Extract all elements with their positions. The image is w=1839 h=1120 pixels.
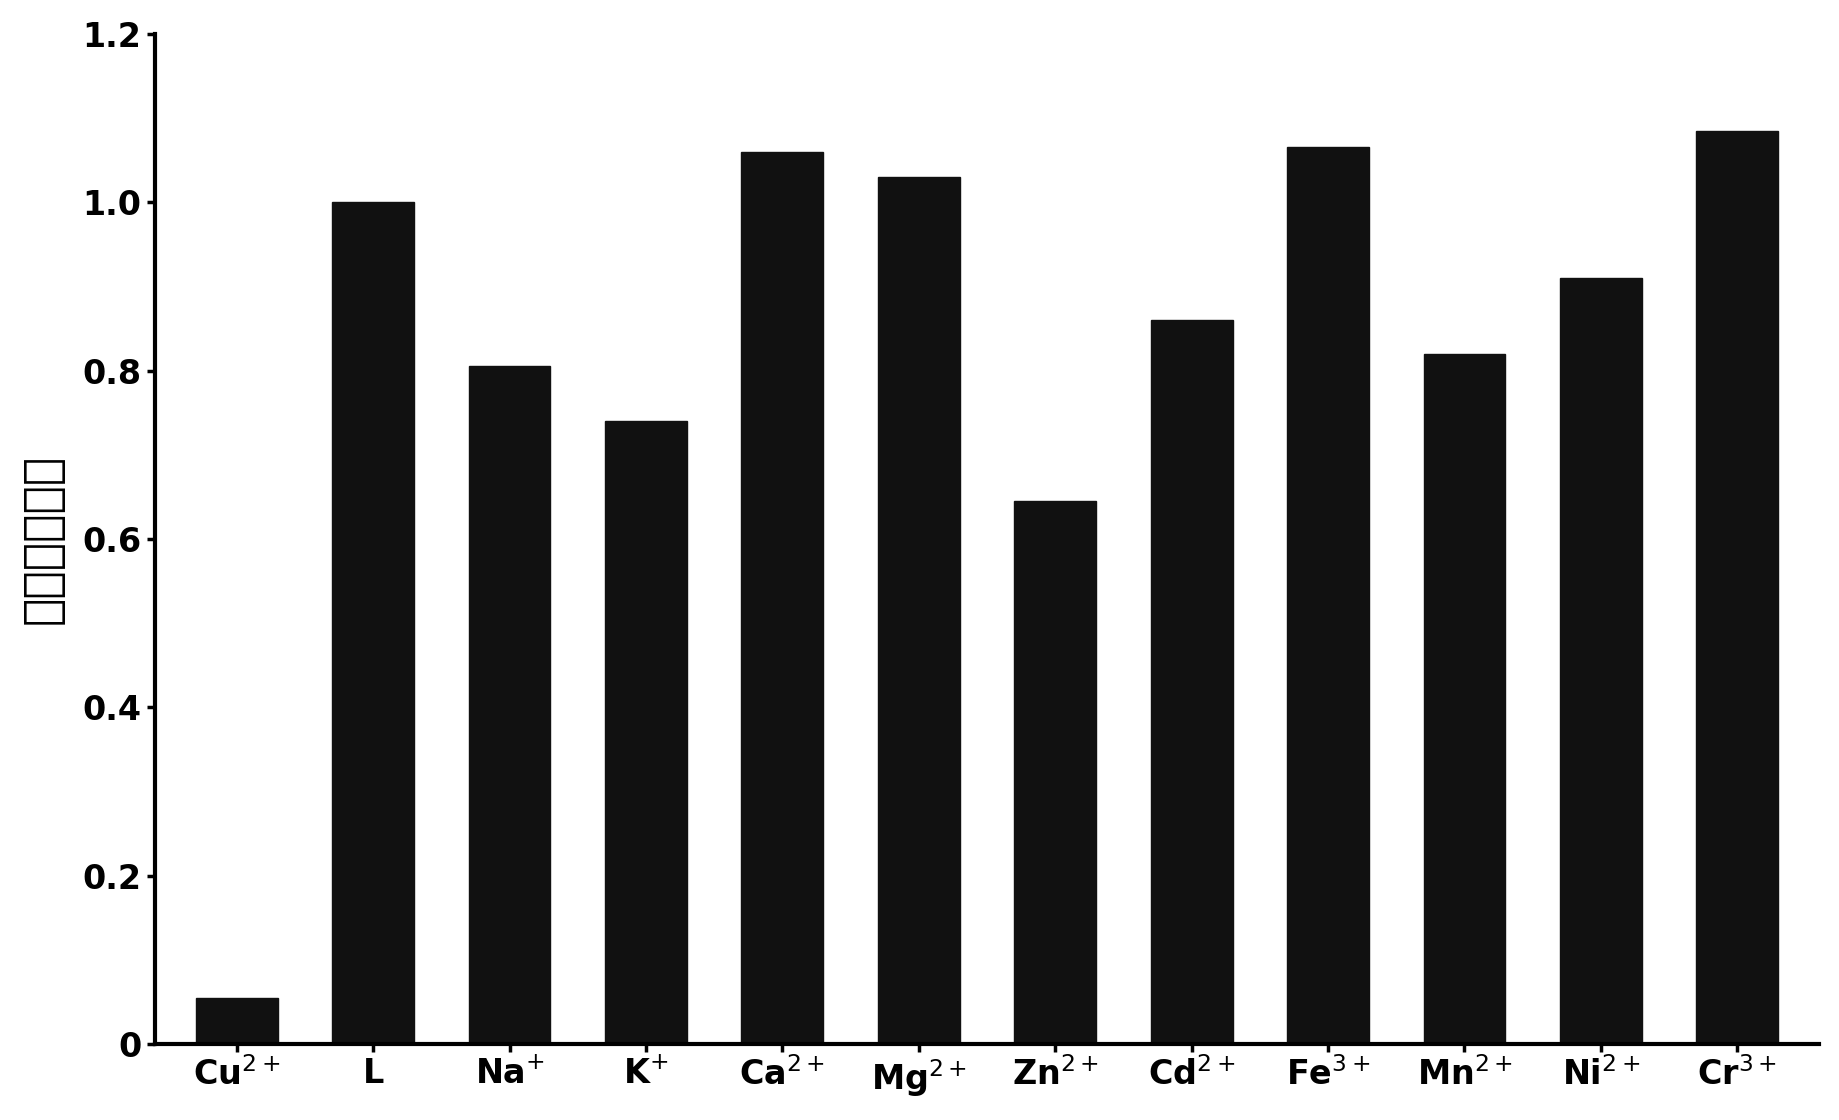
Bar xyxy=(469,366,550,1044)
Bar xyxy=(1287,148,1368,1044)
Y-axis label: 相对药光强度: 相对药光强度 xyxy=(20,454,66,624)
Bar xyxy=(877,177,960,1044)
Bar xyxy=(741,151,822,1044)
Bar xyxy=(1149,320,1232,1044)
Bar xyxy=(1013,501,1096,1044)
Bar xyxy=(195,998,278,1044)
Bar xyxy=(1423,354,1504,1044)
Bar xyxy=(1696,131,1776,1044)
Bar xyxy=(1559,278,1640,1044)
Bar xyxy=(333,203,414,1044)
Bar xyxy=(605,421,686,1044)
